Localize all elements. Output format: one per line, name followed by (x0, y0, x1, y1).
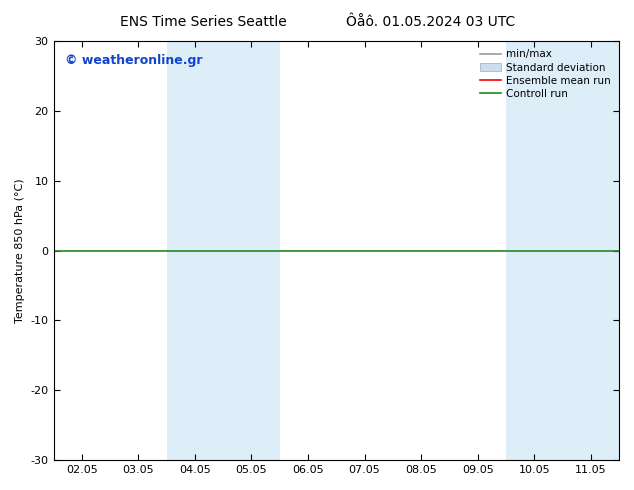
Text: ENS Time Series Seattle: ENS Time Series Seattle (119, 15, 287, 29)
Bar (506, 41, 562, 460)
Text: © weatheronline.gr: © weatheronline.gr (65, 53, 202, 67)
Bar (167, 41, 223, 460)
Bar (562, 41, 619, 460)
Y-axis label: Temperature 850 hPa (°C): Temperature 850 hPa (°C) (15, 178, 25, 323)
Legend: min/max, Standard deviation, Ensemble mean run, Controll run: min/max, Standard deviation, Ensemble me… (477, 46, 614, 102)
Bar (223, 41, 280, 460)
Text: Ôåô. 01.05.2024 03 UTC: Ôåô. 01.05.2024 03 UTC (347, 15, 515, 29)
